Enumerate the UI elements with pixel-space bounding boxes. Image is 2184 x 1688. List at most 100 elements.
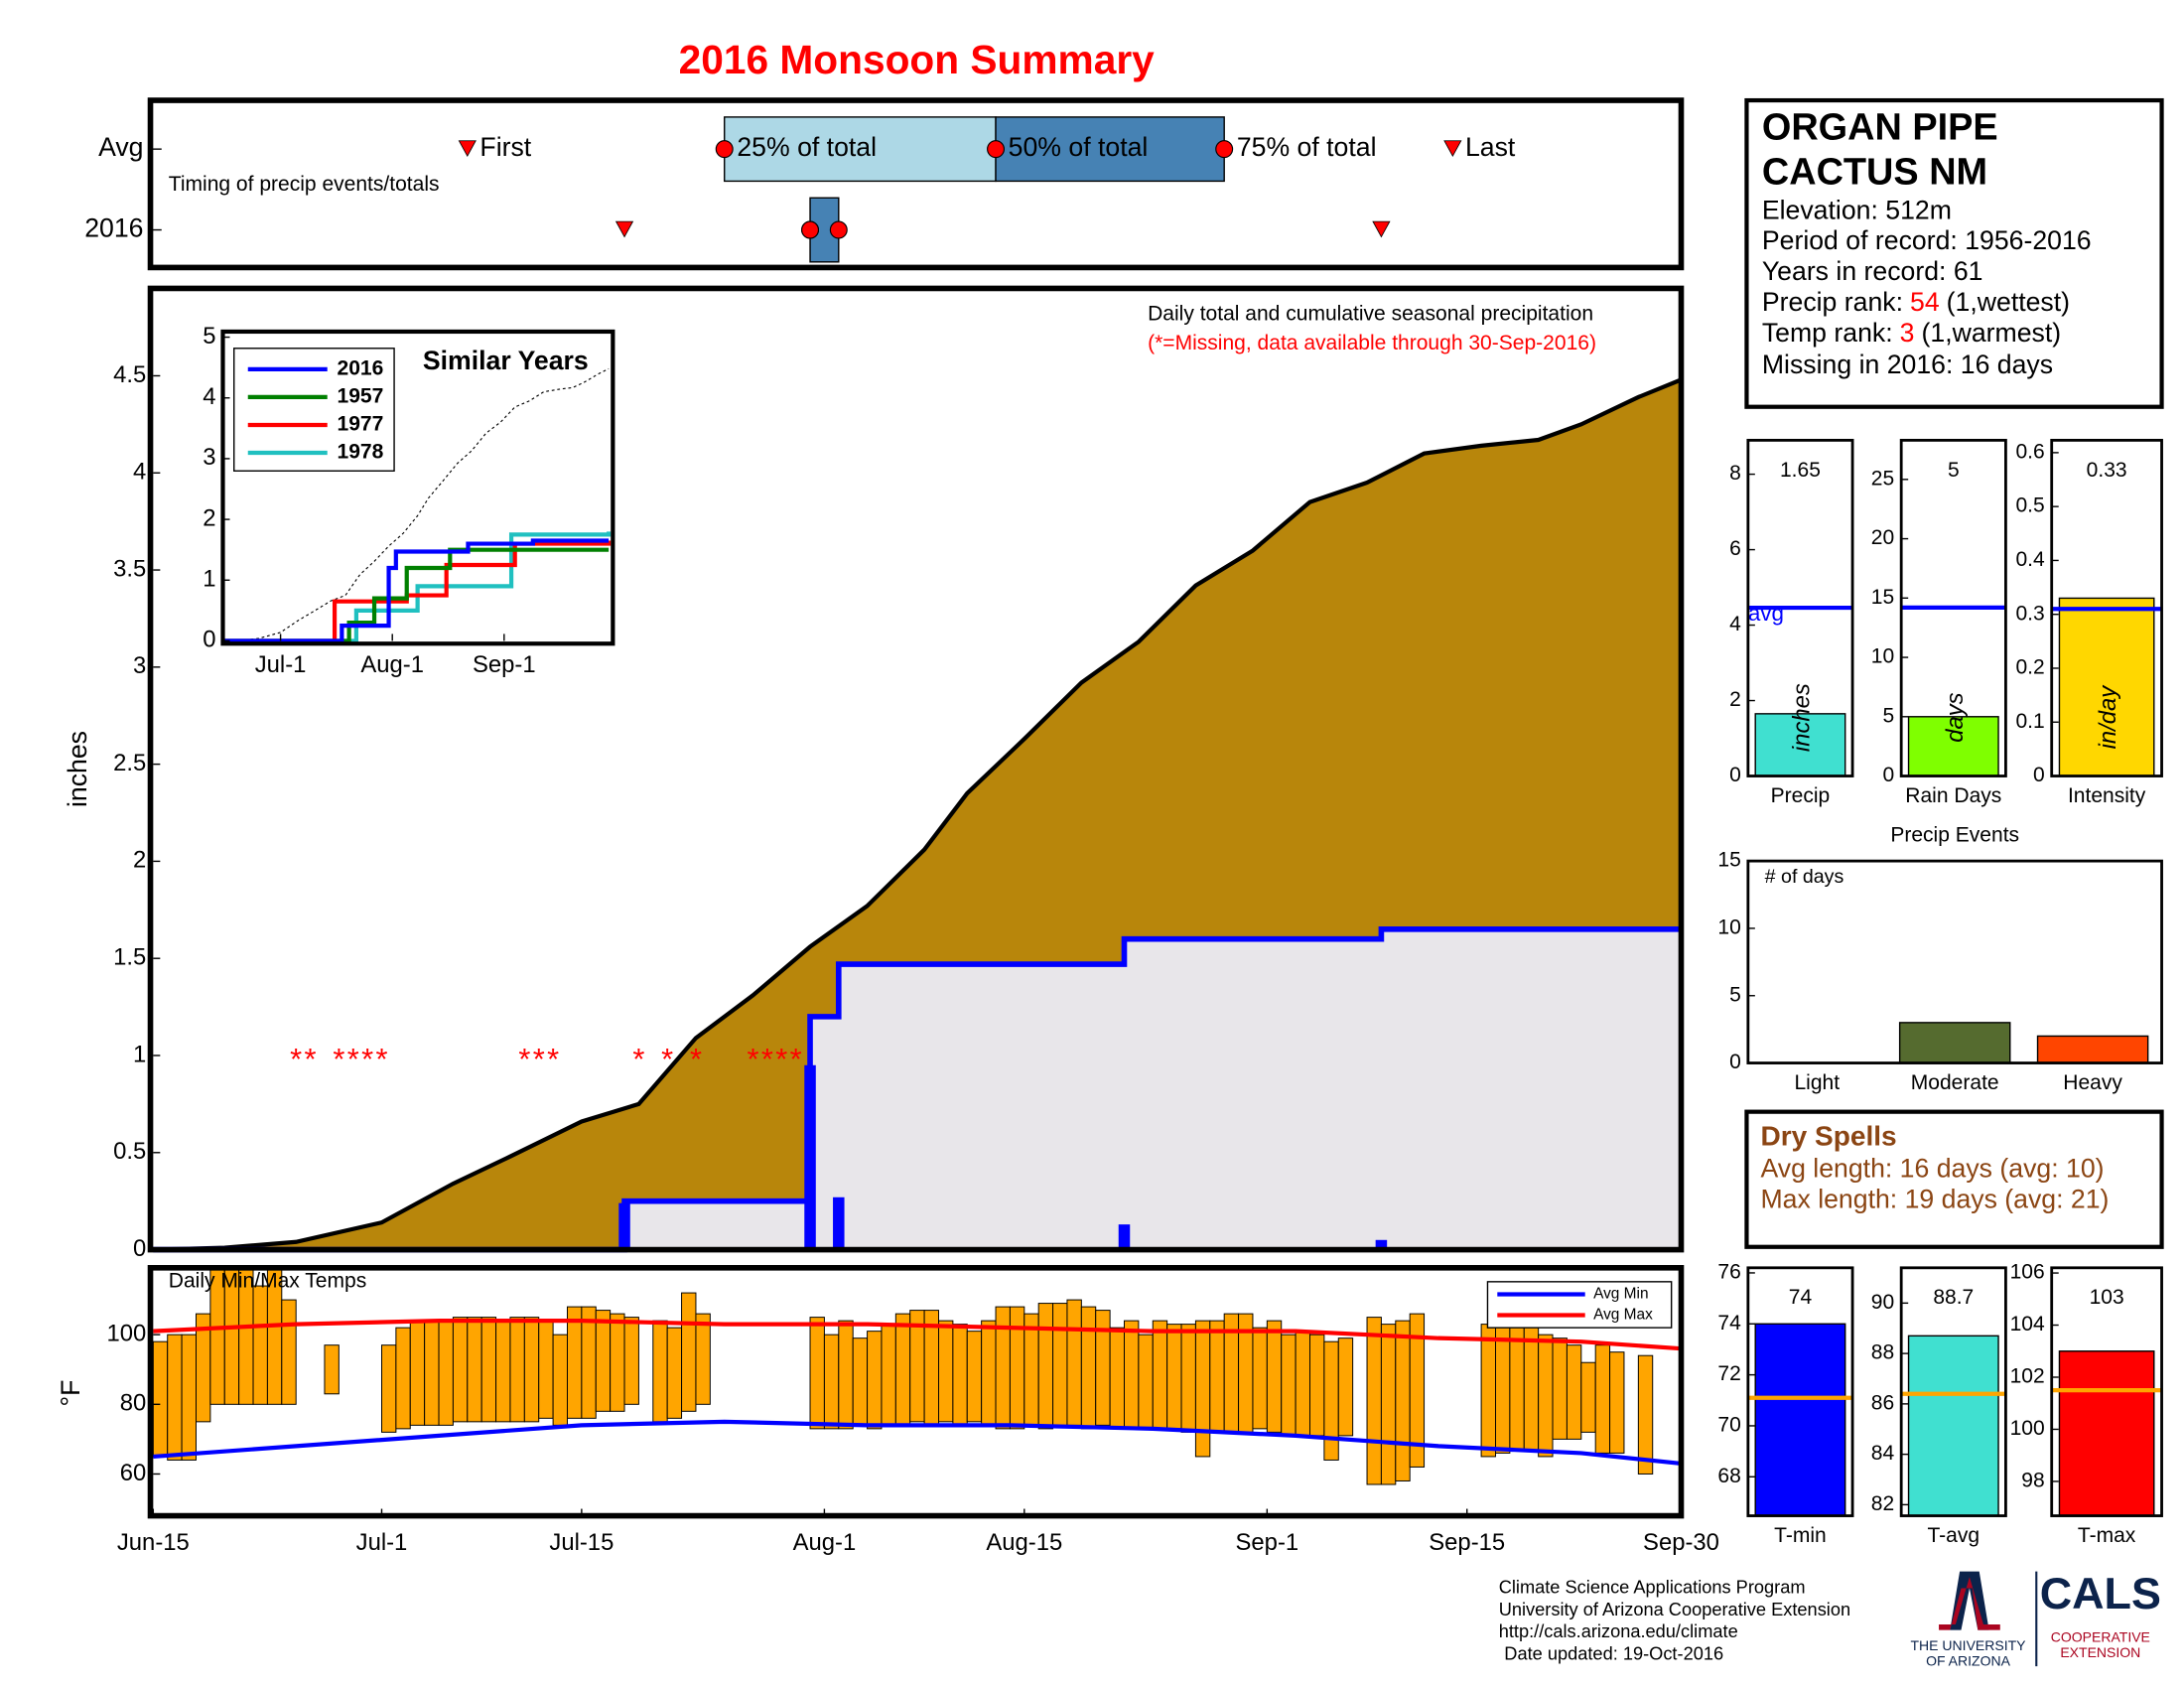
page-title: 2016 Monsoon Summary (679, 37, 1156, 82)
temp-range-bar (1037, 1303, 1054, 1430)
footer-line: http://cals.arizona.edu/climate (1499, 1620, 1738, 1641)
y-tick-label: 68 (1717, 1465, 1740, 1487)
panel-caption: Timing of precip events/totals (169, 173, 440, 196)
temp-range-bar (623, 1317, 639, 1405)
y-tick-label: 1 (203, 566, 215, 593)
y-tick-label: 4.5 (113, 361, 146, 388)
station-info: Missing in 2016: 16 days (1762, 350, 2053, 379)
y-tick-label: 5 (1729, 983, 1741, 1006)
temp-range-bar (1009, 1306, 1025, 1430)
legend-label: Avg Min (1593, 1286, 1648, 1303)
temp-range-bar (852, 1337, 869, 1426)
panel-title: Daily total and cumulative seasonal prec… (1148, 303, 1593, 326)
temp-range-bar (1337, 1337, 1354, 1437)
y-tick-label: 90 (1871, 1291, 1894, 1314)
temp-range-bar (666, 1327, 683, 1419)
value-label: 74 (1789, 1286, 1813, 1309)
panel-frame (147, 1265, 1685, 1519)
temp-range-bar (567, 1306, 583, 1419)
panel-frame (147, 285, 1685, 1253)
temp-range-bar (1066, 1299, 1082, 1426)
legend-label: 2016 (338, 356, 384, 379)
category-label: T-avg (1927, 1524, 1979, 1547)
bar (1754, 713, 1846, 777)
series-line (222, 531, 612, 643)
y-tick-label: 0 (203, 627, 215, 653)
y-tick-label: 15 (1717, 849, 1740, 872)
x-tick-label: Sep-15 (1429, 1529, 1505, 1556)
y-tick-label: 0.3 (2015, 602, 2044, 625)
precip-rank: Precip rank: 54 (1,wettest) (1762, 287, 2070, 317)
bar (1907, 1335, 1999, 1517)
missing-marker: * (375, 1042, 387, 1076)
daily-precip-bar (618, 1202, 630, 1250)
daily-precip-bar (1118, 1224, 1131, 1250)
category-label: Moderate (1911, 1071, 1999, 1094)
unit-label: days (1942, 692, 1969, 742)
rank-label: Precip rank: (1762, 287, 1903, 317)
temp-range-bar (324, 1344, 340, 1395)
value-label: 0.33 (2087, 459, 2127, 482)
marker-label: First (479, 132, 531, 162)
y-axis-label: °F (56, 1380, 85, 1407)
temp-range-bar (1281, 1334, 1297, 1437)
y-tick-label: 82 (1871, 1492, 1894, 1515)
y-tick-label: 3 (203, 444, 215, 471)
temp-range-bar (681, 1292, 697, 1412)
panel-title: Daily Min/Max Temps (169, 1269, 366, 1292)
temp-range-bar (610, 1313, 625, 1412)
category-label: Light (1794, 1071, 1840, 1094)
temp-range-bar (1309, 1334, 1325, 1437)
missing-marker: * (661, 1042, 673, 1076)
temp-range-bar (252, 1285, 268, 1405)
panel-label: # of days (1765, 866, 1844, 888)
temp-range-bar (1580, 1361, 1596, 1433)
category-label: T-min (1774, 1524, 1827, 1547)
temp-range-bar (409, 1320, 426, 1426)
temp-range-bar (1480, 1324, 1496, 1458)
dry-spells-line: Avg length: 16 days (avg: 10) (1760, 1154, 2104, 1184)
legend-label: 1978 (338, 441, 384, 464)
station-name: ORGAN PIPE (1762, 107, 1998, 149)
temp-range-bar (167, 1334, 183, 1461)
y-tick-label: 80 (120, 1390, 147, 1417)
panel-frame (2050, 1266, 2163, 1517)
x-tick-label: Sep-1 (1236, 1529, 1299, 1556)
temp-range-bar (552, 1334, 568, 1426)
legend-frame (1486, 1281, 1673, 1329)
temp-range-bar (1180, 1324, 1196, 1433)
missing-marker: * (747, 1042, 758, 1076)
dry-spells-title: Dry Spells (1760, 1121, 1896, 1152)
logo-text: CALS (2040, 1568, 2161, 1618)
temp-range-bar (495, 1320, 511, 1423)
event-marker (1443, 140, 1462, 158)
temp-range-bar (1295, 1331, 1310, 1437)
temp-range-bar (881, 1324, 896, 1426)
daily-precip-bar (1375, 1239, 1388, 1250)
y-tick-label: 8 (1729, 462, 1741, 485)
panel-frame (147, 97, 1685, 271)
avg-cumulative-line (153, 377, 1683, 1252)
panel-title: Precip Events (1890, 823, 2019, 846)
footer-line: Climate Science Applications Program (1499, 1576, 1806, 1597)
y-tick-label: 5 (1882, 704, 1894, 727)
y-tick-label: 70 (1717, 1414, 1740, 1437)
y-tick-label: 0 (1882, 764, 1894, 786)
temp-range-bar (538, 1320, 554, 1419)
inset-frame (220, 329, 615, 646)
daily-precip-bar (804, 1064, 816, 1250)
y-tick-label: 86 (1871, 1391, 1894, 1414)
temp-range-bar (1637, 1354, 1654, 1475)
temp-range-bar (1194, 1320, 1211, 1458)
rank-note: (1,wettest) (1947, 287, 2070, 317)
legend-label: 1957 (338, 384, 384, 407)
value-label: 103 (2090, 1286, 2124, 1309)
y-tick-label: 0.5 (113, 1138, 146, 1165)
y-tick-label: 100 (2010, 1417, 2045, 1440)
temp-range-bar (1124, 1320, 1140, 1430)
temp-range-bar (1538, 1334, 1554, 1458)
y-tick-label: 5 (203, 323, 215, 350)
x-tick-label: Jul-15 (549, 1529, 614, 1556)
event-marker (1372, 220, 1391, 238)
y-tick-label: 4 (133, 459, 146, 486)
